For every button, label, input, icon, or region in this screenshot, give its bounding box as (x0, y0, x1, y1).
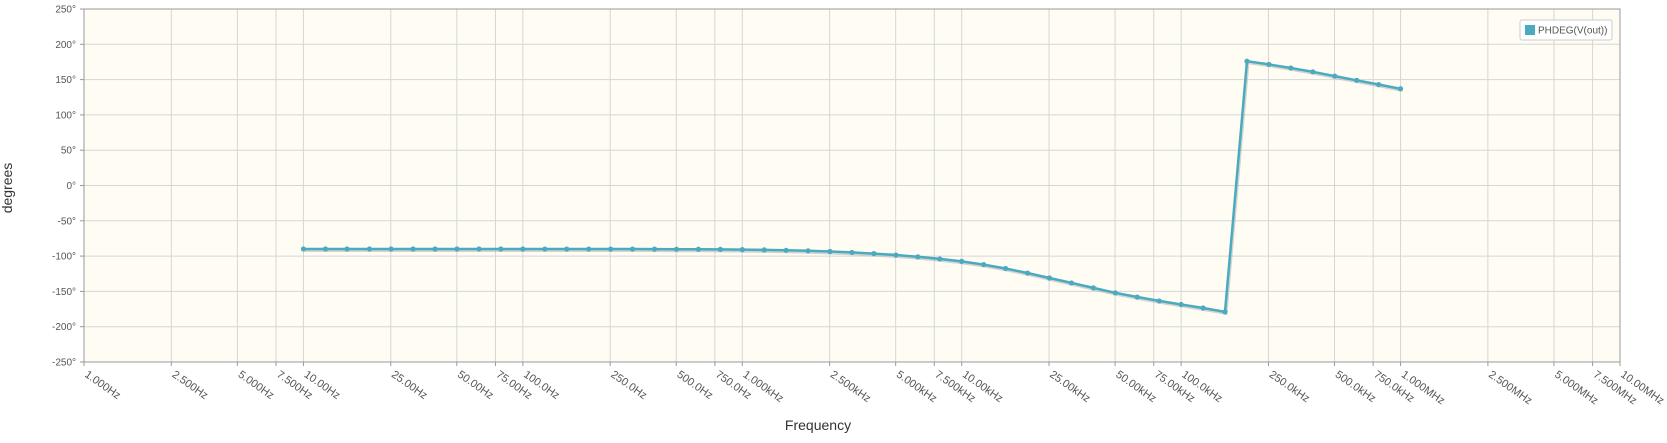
data-point (1397, 86, 1404, 92)
data-point (564, 246, 570, 252)
series-layer (300, 58, 1404, 316)
data-point (1112, 290, 1118, 296)
data-point (805, 248, 811, 254)
y-tick-label: 0° (66, 181, 76, 192)
data-point (717, 246, 723, 252)
y-axis-title: degrees (0, 163, 15, 214)
data-point (937, 256, 943, 262)
data-point (1222, 309, 1228, 315)
data-point (1090, 285, 1096, 291)
x-tick-label: 5.000kHz (894, 369, 939, 405)
x-tick-label: 500.0Hz (675, 369, 715, 402)
data-point (498, 246, 504, 252)
data-point (981, 261, 987, 268)
y-tick-label: 150° (55, 75, 76, 86)
data-point (739, 247, 745, 253)
y-tick-label: 100° (55, 110, 76, 121)
data-point (1310, 69, 1316, 75)
data-point (827, 248, 833, 255)
x-tick-label: 250.0kHz (1267, 369, 1312, 405)
y-tick-label: 250° (55, 5, 76, 16)
data-point (673, 246, 680, 252)
data-point (1156, 298, 1162, 304)
data-point (1266, 61, 1272, 68)
data-point (1332, 73, 1338, 79)
y-tick-label: -150° (52, 287, 76, 298)
data-point (608, 246, 614, 252)
x-tick-label: 2.500Hz (170, 369, 210, 402)
x-tick-label: 50.00kHz (1113, 369, 1158, 405)
x-tick-label: 25.00kHz (1047, 369, 1092, 405)
y-tick-label: -200° (52, 322, 76, 333)
y-axis-ticks: 250° 200° 150° 100° 50° 0° -50° -100° -150° -200°… (52, 5, 84, 369)
data-point (300, 246, 307, 252)
data-point (695, 246, 702, 252)
data-point (761, 247, 767, 253)
data-point (651, 246, 658, 252)
data-point (410, 246, 416, 252)
x-tick-label: 5.000Hz (236, 369, 276, 402)
data-point (520, 246, 526, 252)
data-point (1354, 77, 1360, 83)
data-point (1200, 305, 1206, 311)
data-point (454, 246, 460, 252)
data-point (783, 247, 789, 253)
legend-box (1519, 19, 1613, 41)
y-tick-label: 50° (61, 146, 76, 157)
x-tick-label: 2.500kHz (828, 369, 873, 405)
data-point (586, 246, 592, 252)
x-tick-label: 2.500MHz (1486, 369, 1534, 408)
data-point (871, 251, 877, 257)
data-point (1244, 58, 1250, 64)
data-point (476, 246, 482, 252)
y-tick-label: -50° (58, 216, 76, 227)
x-tick-label: 500.0kHz (1333, 369, 1378, 405)
data-point (1068, 280, 1075, 286)
data-point (959, 258, 965, 264)
data-point (542, 246, 548, 252)
data-point (1288, 65, 1294, 71)
data-point (1134, 294, 1140, 300)
legend-swatch (1525, 25, 1535, 35)
data-point (1178, 301, 1184, 308)
x-tick-label: 250.0Hz (608, 369, 648, 402)
data-point (432, 246, 438, 252)
data-point (849, 249, 855, 256)
data-point (893, 252, 899, 258)
y-tick-label: 200° (55, 40, 76, 51)
y-tick-label: -100° (52, 252, 76, 263)
data-point (1024, 270, 1031, 276)
x-tick-label: 1.000Hz (82, 369, 122, 402)
x-axis-title: Frequency (785, 417, 851, 433)
data-point (1003, 265, 1009, 272)
data-point (322, 246, 329, 252)
data-point (629, 246, 636, 252)
data-point (388, 246, 394, 252)
data-point (1376, 81, 1382, 88)
legend: PHDEG(V(out)) (1519, 19, 1613, 41)
x-tick-label: 50.00Hz (455, 369, 495, 402)
data-point (1046, 275, 1053, 281)
legend-label: PHDEG(V(out)) (1538, 26, 1607, 37)
data-point (366, 246, 373, 252)
data-point (344, 246, 350, 252)
x-tick-label: 25.00Hz (389, 369, 429, 402)
y-tick-label: -250° (52, 358, 76, 369)
data-point (915, 254, 921, 260)
